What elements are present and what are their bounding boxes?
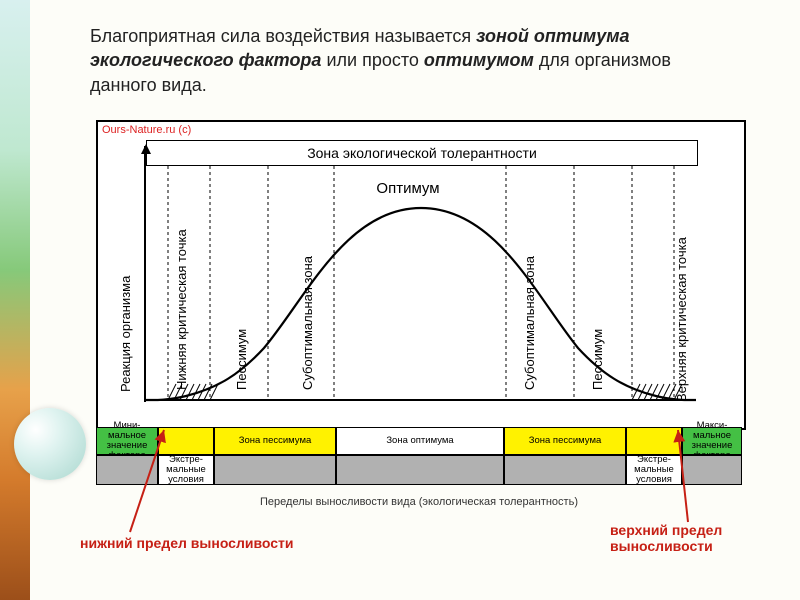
y-axis-label: Реакция организма — [118, 172, 133, 392]
band-cell — [158, 427, 214, 455]
band-rows: Мини-мальное значение фактора Зона пессим… — [96, 427, 742, 485]
band-cell: Зона пессимума — [214, 427, 336, 455]
band-cell — [96, 455, 158, 485]
band-cell: Зона пессимума — [504, 427, 626, 455]
band-cell: Экстре-мальные условия — [626, 455, 682, 485]
band-cell: Экстре-мальные условия — [158, 455, 214, 485]
globe-icon — [14, 408, 86, 480]
band-cell: Макси-мальное значение фактора — [682, 427, 742, 455]
tolerance-bar-label: Зона экологической толерантности — [307, 145, 537, 161]
band-row-1: Мини-мальное значение фактора Зона пессим… — [96, 427, 742, 455]
upper-limit-text: верхний предел выносливости — [610, 522, 722, 554]
band-cell — [626, 427, 682, 455]
decorative-side-border — [0, 0, 30, 600]
lower-limit-text: нижний предел выносливости — [80, 535, 294, 551]
band-cell — [214, 455, 336, 485]
copyright-text: Ours-Nature.ru (c) — [102, 124, 191, 136]
lower-limit-label: нижний предел выносливости — [80, 535, 294, 551]
band-row-2: Экстре-мальные условия Экстре-мальные усл… — [96, 455, 742, 485]
band-cell — [682, 455, 742, 485]
upper-limit-label: верхний предел выносливости — [610, 522, 800, 554]
title-p3: или просто — [321, 50, 423, 70]
title-p1: Благоприятная сила воздействия называетс… — [90, 26, 476, 46]
title-p4: оптимумом — [424, 50, 534, 70]
band-cell — [336, 455, 504, 485]
band-cell — [504, 455, 626, 485]
band-cell: Зона оптимума — [336, 427, 504, 455]
page-title: Благоприятная сила воздействия называетс… — [90, 24, 730, 97]
tolerance-curve — [146, 164, 696, 402]
band-cell: Мини-мальное значение фактора — [96, 427, 158, 455]
tolerance-bar: Зона экологической толерантности — [146, 140, 698, 166]
x-axis-caption: Переделы выносливости вида (экологическа… — [96, 496, 742, 508]
